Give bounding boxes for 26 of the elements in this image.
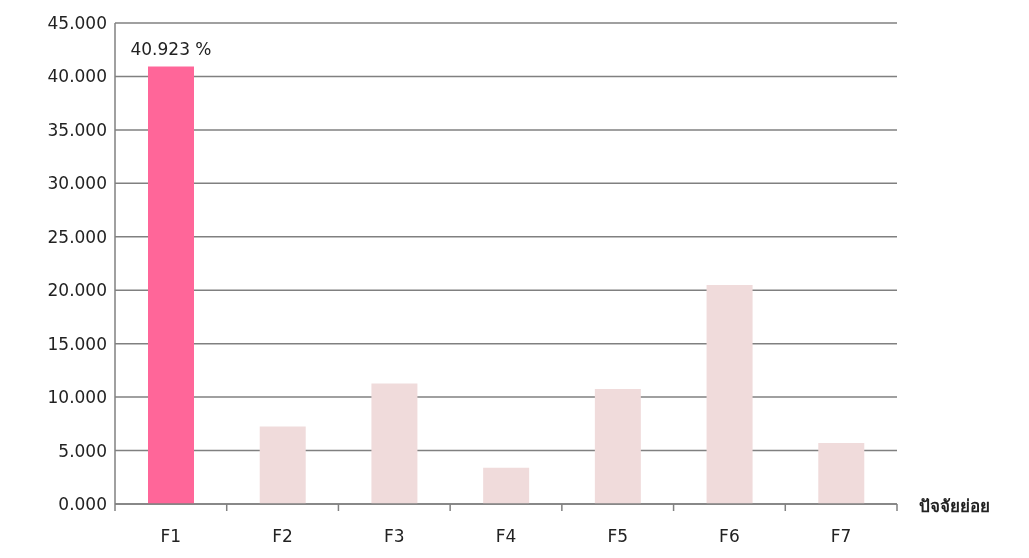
x-tick-label: F2 [272,526,293,546]
y-tick-label: 25.000 [47,226,107,247]
bar [371,383,418,504]
x-tick-label: F3 [383,526,405,546]
y-tick-label: 0.000 [58,494,107,515]
y-tick-label: 15.000 [47,333,107,354]
x-axis-title: ปัจจัยย่อย [919,496,990,516]
data-label: 40.923 % [130,38,212,59]
bar [148,66,194,504]
y-tick-label: 30.000 [47,173,107,194]
x-tick-label: F5 [607,526,629,546]
y-tick-label: 45.000 [47,13,107,34]
y-tick-label: 10.000 [47,387,107,408]
bar [483,467,530,504]
bar [594,388,641,504]
bar [818,443,865,504]
x-tick-label: F4 [495,526,517,546]
y-tick-label: 40.000 [47,66,107,87]
y-tick-label: 20.000 [47,280,107,301]
x-tick-label: F6 [719,526,740,546]
x-tick-label: F7 [830,526,852,546]
x-tick-label: F1 [160,526,182,546]
bar [706,284,753,504]
y-tick-label: 35.000 [47,119,107,140]
bar [259,426,306,504]
y-tick-label: 5.000 [58,440,107,461]
